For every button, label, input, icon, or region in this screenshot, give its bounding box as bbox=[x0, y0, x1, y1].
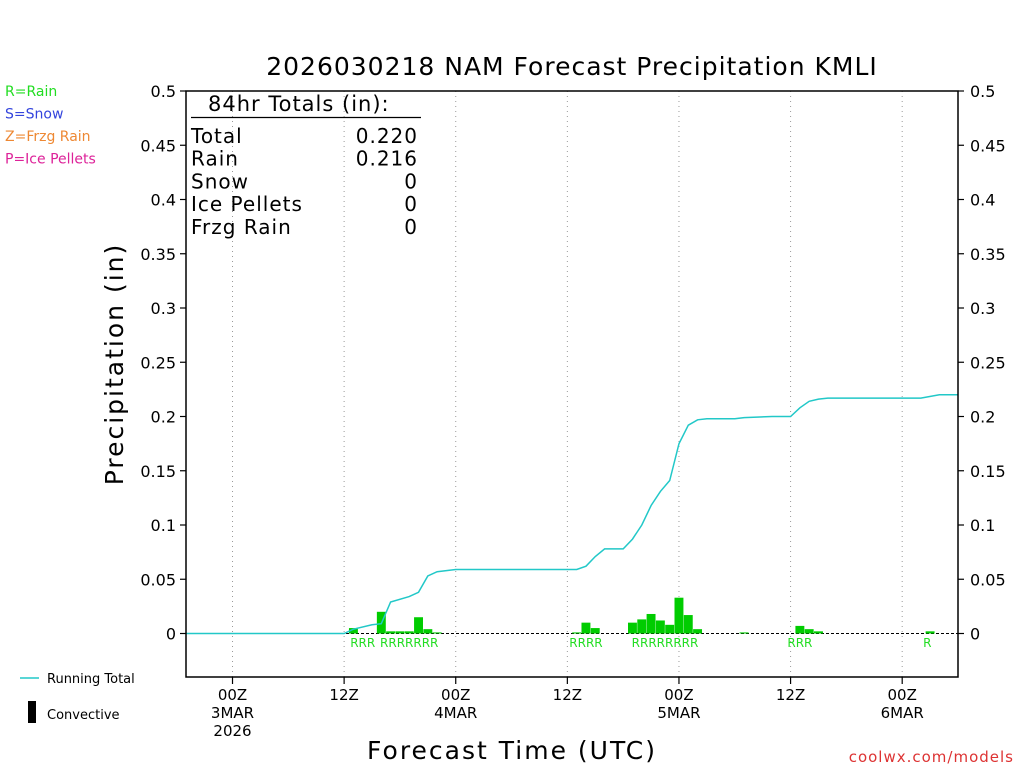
type-label-5: R bbox=[923, 636, 931, 650]
xtick-label-0-0: 00Z bbox=[218, 686, 247, 704]
totals-value-1: 0.216 bbox=[356, 147, 418, 171]
legend-entry-1: S=Snow bbox=[5, 107, 63, 123]
precip-bar bbox=[683, 615, 693, 634]
precip-bar bbox=[395, 631, 405, 634]
totals-label-2: Snow bbox=[191, 169, 249, 193]
ytick-label-right-10: 0 bbox=[970, 625, 980, 644]
precip-bar bbox=[814, 631, 823, 634]
ytick-label-right-7: 0.15 bbox=[970, 462, 1006, 481]
legend-entry-3: P=Ice Pellets bbox=[5, 152, 96, 168]
totals-value-4: 0 bbox=[404, 215, 418, 239]
xtick-label-2-0: 00Z bbox=[441, 686, 470, 704]
precip-bar bbox=[655, 620, 665, 634]
ytick-label-right-3: 0.35 bbox=[970, 245, 1006, 264]
xtick-label-0-1: 3MAR bbox=[211, 704, 254, 722]
running-total-legend-label: Running Total bbox=[47, 672, 135, 687]
precip-bar bbox=[925, 631, 935, 634]
chart-title: 2026030218 NAM Forecast Precipitation KM… bbox=[266, 52, 878, 81]
precip-bar bbox=[404, 631, 414, 634]
precip-bars bbox=[348, 597, 935, 634]
type-label-2: RRRR bbox=[569, 636, 602, 650]
ytick-label-right-6: 0.2 bbox=[970, 408, 995, 427]
bottom-legend: Running Total Convective bbox=[20, 672, 135, 723]
ytick-label-right-9: 0.05 bbox=[970, 570, 1006, 589]
totals-label-3: Ice Pellets bbox=[191, 192, 303, 216]
totals-value-3: 0 bbox=[404, 192, 418, 216]
ytick-label-left-7: 0.15 bbox=[140, 462, 176, 481]
xtick-label-6-0: 00Z bbox=[888, 686, 917, 704]
ytick-label-left-4: 0.3 bbox=[151, 299, 176, 318]
totals-box: 84hr Totals (in): Total 0.220 Rain 0.216 Sno… bbox=[190, 92, 421, 239]
totals-rows: Total 0.220 Rain 0.216 Snow 0 Ice Pellets 0 Frzg… bbox=[190, 124, 418, 239]
ytick-label-right-1: 0.45 bbox=[970, 136, 1006, 155]
type-label-0: RRR bbox=[350, 636, 375, 650]
xtick-label-6-1: 6MAR bbox=[881, 704, 924, 722]
precip-bar bbox=[590, 628, 600, 634]
precip-bar bbox=[674, 597, 684, 634]
precip-bar bbox=[572, 632, 582, 634]
precip-bar bbox=[348, 628, 358, 634]
convective-legend-swatch bbox=[28, 701, 36, 723]
totals-label-4: Frzg Rain bbox=[191, 215, 292, 239]
y-axis-ticks: 0.5 0.5 0.45 0.45 0.4 0.4 0.35 0.35 0.3 0.3 0.25 0.… bbox=[140, 82, 1005, 644]
plot-frame bbox=[185, 90, 959, 678]
ytick-label-right-5: 0.25 bbox=[970, 353, 1006, 372]
ytick-label-right-4: 0.3 bbox=[970, 299, 995, 318]
ytick-label-left-3: 0.35 bbox=[140, 245, 176, 264]
precip-bar bbox=[386, 631, 396, 634]
y-axis-label: Precipitation (in) bbox=[100, 243, 129, 486]
xtick-label-2-1: 4MAR bbox=[434, 704, 477, 722]
credit-text: coolwx.com/models bbox=[849, 748, 1014, 766]
precip-bar bbox=[665, 624, 675, 634]
ytick-label-right-0: 0.5 bbox=[970, 82, 995, 101]
ytick-label-left-1: 0.45 bbox=[140, 136, 176, 155]
ytick-label-right-2: 0.4 bbox=[970, 191, 995, 210]
convective-legend-label: Convective bbox=[47, 708, 120, 723]
ytick-label-left-9: 0.05 bbox=[140, 570, 176, 589]
totals-heading: 84hr Totals (in): bbox=[208, 92, 390, 116]
xtick-label-0-2: 2026 bbox=[213, 722, 251, 740]
ytick-label-left-2: 0.4 bbox=[151, 191, 176, 210]
legend-entry-2: Z=Frzg Rain bbox=[5, 129, 91, 145]
precip-bar bbox=[804, 629, 814, 634]
precip-bar bbox=[581, 622, 591, 634]
x-axis-label: Forecast Time (UTC) bbox=[367, 736, 657, 765]
running-total-line bbox=[186, 394, 958, 635]
totals-label-1: Rain bbox=[191, 147, 239, 171]
legend-entry-0: R=Rain bbox=[5, 84, 57, 100]
precip-type-labels: RRR RRRRRRR RRRR RRRRRRRR RRR R bbox=[350, 636, 931, 650]
ytick-label-left-10: 0 bbox=[166, 625, 176, 644]
precip-bar bbox=[432, 632, 442, 634]
precip-bar bbox=[693, 629, 703, 634]
xtick-label-1-0: 12Z bbox=[329, 686, 358, 704]
totals-label-0: Total bbox=[190, 124, 243, 148]
xtick-label-3-0: 12Z bbox=[553, 686, 582, 704]
ytick-label-left-6: 0.2 bbox=[151, 408, 176, 427]
xtick-label-4-1: 5MAR bbox=[657, 704, 700, 722]
ytick-label-right-8: 0.1 bbox=[970, 516, 995, 535]
ytick-label-left-8: 0.1 bbox=[151, 516, 176, 535]
xtick-label-4-0: 00Z bbox=[664, 686, 693, 704]
type-label-3: RRRRRRRR bbox=[632, 636, 699, 650]
precip-bar bbox=[739, 632, 749, 634]
precip-type-legend: R=Rain S=Snow Z=Frzg Rain P=Ice Pellets bbox=[5, 84, 96, 168]
precip-bar bbox=[646, 613, 656, 634]
ytick-label-left-0: 0.5 bbox=[151, 82, 176, 101]
precip-bar bbox=[423, 629, 433, 634]
precip-bar bbox=[414, 617, 423, 634]
ytick-label-left-5: 0.25 bbox=[140, 353, 176, 372]
precip-bar bbox=[627, 622, 637, 634]
totals-value-0: 0.220 bbox=[356, 124, 418, 148]
type-label-4: RRR bbox=[787, 636, 812, 650]
precip-bar bbox=[795, 625, 805, 634]
type-label-1: RRRRRRR bbox=[380, 636, 438, 650]
totals-value-2: 0 bbox=[404, 169, 418, 193]
xtick-label-5-0: 12Z bbox=[776, 686, 805, 704]
precip-bar bbox=[637, 619, 647, 634]
